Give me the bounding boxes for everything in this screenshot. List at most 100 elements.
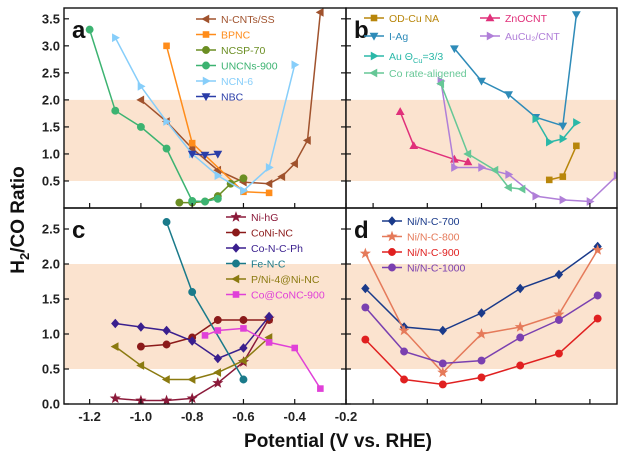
legend-entry-b-4: Au ΘCu=3/3 bbox=[364, 51, 443, 65]
legend-entry-d-1: Ni/N-C-800 bbox=[382, 230, 460, 243]
y-tick-bottom-3: 1.5 bbox=[42, 292, 60, 307]
panel-c-series bbox=[109, 218, 324, 404]
data-point-c-4-1 bbox=[136, 361, 145, 370]
legend-marker-c-0 bbox=[230, 211, 242, 222]
legend-label-c-5: Co@CoNC-900 bbox=[251, 289, 325, 301]
data-point-d-3-3 bbox=[477, 356, 486, 365]
legend-marker-d-1 bbox=[386, 230, 398, 242]
legend-c: Ni-hG CoNi-NC Co-N-C-Ph Fe-N-C P/Ni-4@Ni-NC C… bbox=[226, 211, 325, 301]
data-point-d-0-3 bbox=[477, 308, 486, 318]
data-point-b-2-0 bbox=[449, 45, 459, 54]
legend-marker-b-3 bbox=[486, 31, 495, 41]
data-point-d-3-6 bbox=[593, 291, 602, 300]
data-point-a-2-0 bbox=[175, 198, 184, 207]
data-point-b-1-3 bbox=[463, 157, 473, 166]
data-point-d-1-1 bbox=[398, 324, 410, 336]
legend-label-a-4: NCN-6 bbox=[221, 76, 253, 88]
x-tick-3: -0.6 bbox=[232, 409, 254, 424]
data-point-c-5-3 bbox=[265, 339, 273, 346]
legend-label-c-3: Fe-N-C bbox=[251, 258, 286, 270]
legend-label-b-0: OD-Cu NA bbox=[389, 13, 439, 25]
legend-label-b-4: Au ΘCu=3/3 bbox=[389, 51, 443, 65]
panel-a-series bbox=[85, 8, 324, 207]
y-axis-title-rest: /CO Ratio bbox=[8, 166, 29, 253]
data-point-b-2-4 bbox=[558, 122, 568, 131]
data-point-a-4-0 bbox=[112, 33, 120, 43]
legend-label-b-5: Co rate-aligened bbox=[389, 68, 467, 80]
data-point-b-2-2 bbox=[504, 91, 514, 100]
panel-letter-b: b bbox=[354, 17, 369, 44]
data-point-a-3-1 bbox=[111, 106, 120, 115]
legend-marker-a-0 bbox=[201, 14, 210, 24]
data-point-c-1-1 bbox=[162, 340, 171, 349]
data-point-c-5-4 bbox=[291, 344, 299, 352]
data-point-a-1-0 bbox=[163, 42, 170, 50]
x-tick-0: -1.2 bbox=[78, 409, 100, 424]
data-point-d-3-5 bbox=[554, 316, 563, 324]
y-tick-labels: 0.5 1.0 1.5 2.0 2.5 3.0 3.5 0.0 0.5 1.0 1.5 2.0 2.5 bbox=[42, 11, 351, 412]
legend-label-d-2: Ni/N-C-900 bbox=[407, 247, 460, 259]
data-point-d-2-4 bbox=[516, 361, 525, 370]
legend-entry-b-0: OD-Cu NA bbox=[364, 13, 439, 25]
legend-label-d-1: Ni/N-C-800 bbox=[407, 231, 460, 243]
legend-label-b-2: I-Ag bbox=[389, 31, 408, 43]
data-point-a-3-6 bbox=[213, 194, 222, 203]
legend-label-a-5: NBC bbox=[221, 91, 244, 103]
panel-c: c Ni-hG CoNi-NC Co-N-C-Ph Fe-N-C P/Ni-4@Ni-NC… bbox=[63, 207, 347, 405]
panel-letter-c: c bbox=[72, 217, 85, 244]
data-point-b-4-2 bbox=[559, 134, 568, 144]
data-point-a-0-8 bbox=[302, 136, 311, 145]
legend-label-a-3: UNCNs-900 bbox=[221, 60, 278, 72]
data-point-a-0-9 bbox=[315, 8, 324, 17]
legend-marker-c-3 bbox=[232, 259, 240, 268]
legend-marker-a-4 bbox=[202, 76, 211, 86]
data-point-c-2-4 bbox=[213, 353, 222, 364]
legend-entry-b-5: Co rate-aligened bbox=[364, 68, 467, 80]
data-point-b-2-5 bbox=[571, 11, 581, 20]
data-point-a-4-1 bbox=[137, 81, 146, 91]
svg-text:H2/CO Ratio: H2/CO Ratio bbox=[8, 166, 32, 274]
legend-entry-b-2: I-Ag bbox=[364, 31, 408, 43]
legend-entry-c-2: Co-N-C-Ph bbox=[226, 243, 303, 255]
data-point-a-3-2 bbox=[136, 122, 145, 131]
data-point-a-0-7 bbox=[290, 159, 298, 169]
data-point-d-2-5 bbox=[554, 349, 563, 358]
legend-marker-c-5 bbox=[232, 291, 240, 298]
data-point-c-0-2 bbox=[160, 394, 173, 404]
legend-entry-b-3: AuCu₂/CNT bbox=[480, 31, 560, 43]
data-point-c-5-5 bbox=[317, 385, 324, 392]
data-point-d-3-1 bbox=[400, 347, 409, 356]
series-line-a-1 bbox=[165, 45, 270, 194]
legend-entry-c-4: P/Ni-4@Ni-NC bbox=[226, 274, 320, 286]
series-line-c-1 bbox=[140, 319, 270, 348]
data-point-c-3-0 bbox=[162, 218, 171, 226]
data-point-b-3-1 bbox=[451, 163, 460, 172]
y-tick-top-5: 3.0 bbox=[42, 38, 60, 53]
series-line-b-2 bbox=[453, 14, 578, 127]
y-axis-title: H2/CO Ratio bbox=[8, 166, 32, 274]
data-point-d-2-1 bbox=[400, 375, 409, 384]
y-tick-top-6: 3.5 bbox=[42, 11, 60, 26]
legend-entry-a-5: NBC bbox=[196, 91, 244, 103]
y-tick-bottom-5: 2.5 bbox=[42, 222, 60, 237]
x-axis-title: Potential (V vs. RHE) bbox=[244, 431, 432, 452]
data-point-d-0-4 bbox=[516, 283, 525, 294]
legend-entry-c-1: CoNi-NC bbox=[226, 227, 293, 239]
data-point-c-4-2 bbox=[161, 375, 170, 384]
data-point-d-0-0 bbox=[361, 283, 370, 294]
data-point-c-4-5 bbox=[238, 356, 247, 366]
data-point-b-4-3 bbox=[573, 118, 581, 128]
legend-marker-c-4 bbox=[231, 274, 240, 284]
data-point-d-2-0 bbox=[361, 335, 370, 344]
data-point-a-4-5 bbox=[240, 186, 249, 196]
data-point-c-5-2 bbox=[240, 325, 247, 332]
legend-label-a-0: N-CNTs/SS bbox=[221, 14, 275, 26]
legend-marker-d-3 bbox=[388, 263, 396, 272]
legend-label-d-0: Ni/N-C-700 bbox=[407, 216, 460, 228]
x-tick-5: -0.2 bbox=[335, 409, 357, 424]
legend-entry-a-1: BPNC bbox=[196, 29, 251, 41]
data-point-a-5-1 bbox=[200, 151, 210, 160]
data-point-b-3-4 bbox=[532, 191, 541, 201]
data-point-d-1-4 bbox=[514, 321, 526, 332]
data-point-a-4-2 bbox=[163, 117, 172, 126]
